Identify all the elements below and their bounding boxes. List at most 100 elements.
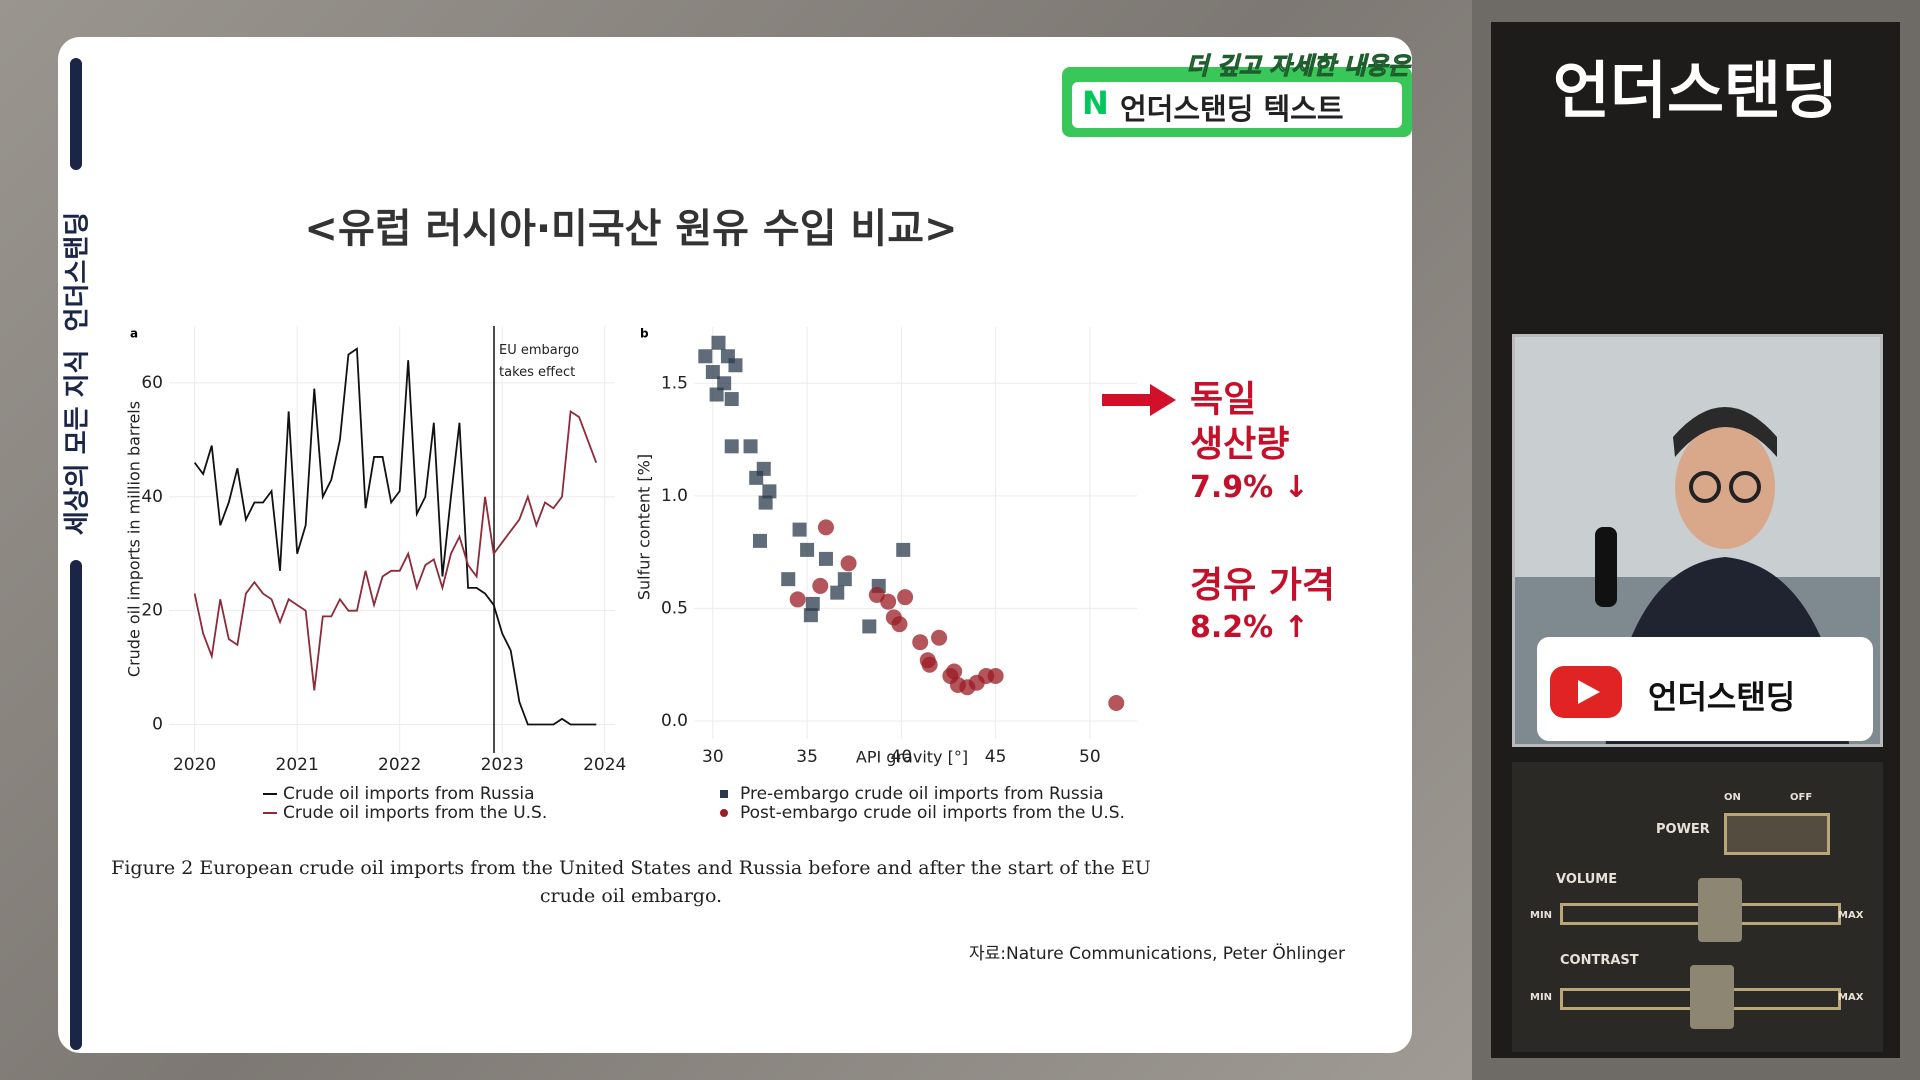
banner-top: 더 깊고 자세한 내용은: [1186, 52, 1411, 81]
legend-swatch: [720, 809, 728, 817]
series-line: [193, 347, 597, 726]
point: [711, 335, 726, 350]
caption: Figure 2 European crude oil imports from…: [111, 857, 1151, 907]
banner-logo: N: [1082, 84, 1109, 122]
channel-title: 언더스탠딩: [1552, 54, 1839, 127]
point: [724, 392, 739, 407]
y-tick-label: 20: [141, 601, 163, 621]
y-tick-label: 60: [141, 373, 163, 393]
panel-label: a: [130, 327, 138, 341]
point: [896, 542, 911, 557]
point: [891, 616, 908, 633]
note-line: 경유 가격: [1190, 565, 1336, 606]
point: [756, 461, 771, 476]
point: [789, 591, 806, 608]
series-line: [193, 409, 598, 691]
volume-knob: [1698, 878, 1742, 942]
x-tick-label: 35: [796, 747, 818, 767]
red-arrow: [1102, 384, 1176, 416]
youtube-logo: [1550, 666, 1622, 718]
arrow: [1102, 384, 1176, 416]
point: [897, 589, 914, 606]
point: [762, 484, 777, 499]
point: [698, 349, 713, 364]
legend-label: Crude oil imports from the U.S.: [283, 803, 547, 823]
point: [880, 593, 897, 610]
point: [830, 585, 845, 600]
side-bar: [70, 560, 82, 1050]
y-tick-label: 0.5: [661, 598, 688, 618]
x-tick-label: 50: [1079, 747, 1101, 767]
glasses: [1689, 471, 1721, 503]
point: [792, 522, 807, 537]
legend-label: Pre-embargo crude oil imports from Russi…: [740, 784, 1104, 804]
x-tick-label: 2023: [481, 755, 524, 775]
x-tick-label: 30: [702, 747, 724, 767]
legend-label: Post-embargo crude oil imports from the …: [740, 803, 1125, 823]
y-tick-label: 0.0: [661, 711, 688, 731]
note-value: 7.9% ↓: [1190, 470, 1309, 505]
control-label: MIN: [1530, 992, 1553, 1003]
control-label: MAX: [1838, 992, 1864, 1003]
y-axis-label: Crude oil imports in million barrels: [125, 401, 144, 677]
slide-title: <유럽 러시아·미국산 원유 수입 비교>: [304, 206, 958, 252]
y-tick-label: 1.5: [661, 373, 688, 393]
point: [987, 667, 1004, 684]
point: [705, 365, 720, 380]
point: [709, 387, 724, 402]
point: [728, 358, 743, 373]
point: [931, 629, 948, 646]
point: [921, 656, 938, 673]
point: [805, 596, 820, 611]
glasses: [1729, 471, 1761, 503]
x-axis-label: API gravity [°]: [856, 748, 968, 767]
control-label: POWER: [1656, 822, 1710, 837]
point: [817, 519, 834, 536]
youtube-name: 언더스탠딩: [1648, 678, 1796, 716]
legend-label: Crude oil imports from Russia: [283, 784, 535, 804]
control-label: CONTRAST: [1560, 953, 1639, 968]
point: [758, 495, 773, 510]
point: [752, 533, 767, 548]
point: [803, 608, 818, 623]
y-axis-label: Sulfur content [%]: [635, 454, 654, 600]
y-tick-label: 0: [152, 715, 163, 735]
mic: [1595, 527, 1617, 607]
x-tick-label: 2021: [276, 755, 319, 775]
point: [717, 376, 732, 391]
side-bar: [70, 58, 82, 170]
control-label: MAX: [1838, 910, 1864, 921]
point: [840, 555, 857, 572]
banner-box: [1072, 82, 1402, 128]
control-label: ON: [1724, 792, 1741, 803]
note-title: 독일: [1190, 379, 1257, 420]
source: 자료:Nature Communications, Peter Öhlinger: [969, 944, 1345, 964]
legend-swatch: [720, 790, 728, 798]
point: [1108, 694, 1125, 711]
y-tick-label: 1.0: [661, 486, 688, 506]
logo-play: [1578, 680, 1600, 704]
control-label: MIN: [1530, 910, 1553, 921]
panel-label: b: [640, 327, 649, 341]
point: [812, 577, 829, 594]
control-label: VOLUME: [1556, 872, 1618, 887]
point: [781, 572, 796, 587]
x-tick-label: 45: [985, 747, 1007, 767]
banner-text: 언더스탠딩 텍스트: [1120, 92, 1344, 126]
point: [743, 439, 758, 454]
hair: [1673, 407, 1777, 457]
point: [818, 551, 833, 566]
annotation-text: EU embargo takes effect: [499, 343, 580, 380]
point: [862, 619, 877, 634]
contrast-knob: [1690, 965, 1734, 1029]
power-switch: [1724, 813, 1830, 855]
head: [1675, 425, 1775, 549]
note-line: 생산량: [1190, 424, 1290, 465]
x-tick-label: 40: [891, 747, 913, 767]
point: [800, 542, 815, 557]
note-value: 8.2% ↑: [1190, 610, 1309, 645]
x-tick-label: 2024: [583, 755, 626, 775]
x-tick-label: 2022: [378, 755, 421, 775]
